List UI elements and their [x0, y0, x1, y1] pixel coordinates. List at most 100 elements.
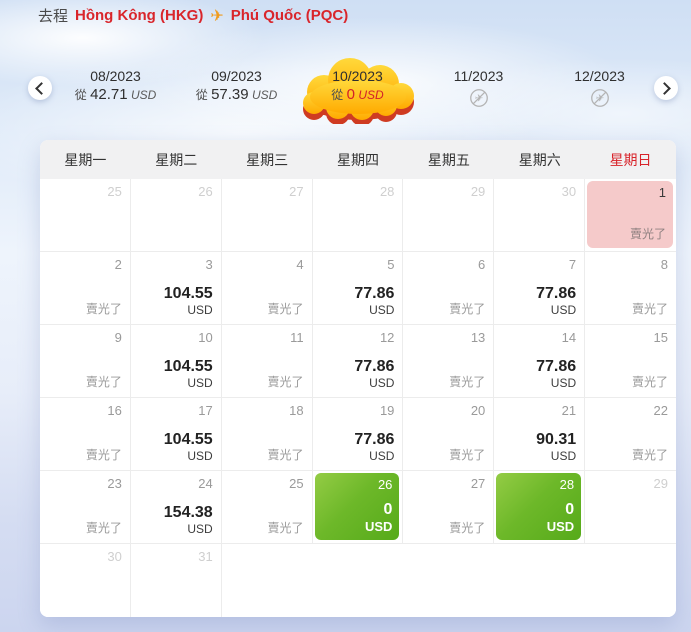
- soldout-day-tile: 1 賣光了: [587, 181, 673, 248]
- calendar-day-cell[interactable]: 24 154.38 USD: [130, 471, 222, 544]
- calendar-day-cell: 23 賣光了: [40, 471, 131, 544]
- cloud-highlight: [302, 58, 414, 124]
- day-number: 12: [379, 330, 395, 345]
- chevron-left-icon: [35, 81, 48, 95]
- day-number: 30: [107, 549, 122, 564]
- weekday-thu: 星期四: [336, 151, 379, 168]
- calendar-day-cell: 4 賣光了: [221, 252, 313, 325]
- fare-amount: 77.86: [354, 358, 395, 376]
- weekday-sun: 星期日: [609, 151, 652, 168]
- fare-currency: USD: [187, 302, 213, 317]
- fare-price: 104.55 USD: [164, 431, 213, 463]
- fare-currency: USD: [369, 302, 395, 317]
- fare-price: 0 USD: [365, 501, 392, 534]
- fare-amount: 77.86: [536, 358, 577, 376]
- calendar-day-cell[interactable]: 21 90.31 USD: [494, 398, 586, 471]
- fare-currency: USD: [364, 518, 393, 534]
- calendar-day-cell: 9 賣光了: [40, 325, 131, 398]
- no-flight-icon: ✈: [468, 87, 490, 114]
- fare-amount: 104.55: [163, 358, 213, 376]
- available-day-tile[interactable]: 28 0 USD: [496, 473, 582, 540]
- calendar-day-cell: 26: [130, 179, 222, 252]
- fare-price: 77.86 USD: [354, 285, 394, 317]
- fare-price: 77.86 USD: [536, 358, 576, 390]
- sold-out-label: 賣光了: [85, 448, 122, 462]
- calendar-day-cell[interactable]: 12 77.86 USD: [312, 325, 404, 398]
- fare-currency: USD: [369, 448, 395, 463]
- next-month-button[interactable]: [654, 76, 678, 100]
- month-price-currency: USD: [251, 88, 278, 102]
- month-label: 11/2023: [453, 68, 504, 84]
- chevron-right-icon: [658, 81, 671, 95]
- sold-out-label: 賣光了: [449, 448, 486, 462]
- no-flight-icon: ✈: [589, 87, 611, 114]
- day-number: 26: [377, 477, 393, 492]
- day-number: 25: [107, 184, 122, 199]
- prev-month-button[interactable]: [28, 76, 52, 100]
- weekday-header-row: 星期一 星期二 星期三 星期四 星期五 星期六 星期日: [40, 140, 676, 179]
- calendar-day-cell: 8 賣光了: [585, 252, 676, 325]
- month-tab-0[interactable]: 08/2023 從 42.71 USD: [55, 58, 176, 122]
- weekday-fri: 星期五: [427, 151, 470, 168]
- fare-price: 104.55 USD: [164, 358, 213, 390]
- month-price: 從 0 USD: [297, 85, 418, 105]
- day-number: 30: [561, 184, 577, 199]
- calendar-day-cell[interactable]: 14 77.86 USD: [494, 325, 586, 398]
- calendar-day-cell: 6 賣光了: [403, 252, 495, 325]
- month-tab-3[interactable]: 11/2023 ✈: [418, 58, 539, 122]
- day-number: 8: [660, 257, 668, 272]
- calendar-day-cell[interactable]: 28 0 USD: [494, 471, 586, 544]
- day-number: 5: [387, 257, 395, 272]
- calendar-day-cell[interactable]: 26 0 USD: [312, 471, 404, 544]
- day-number: 25: [289, 476, 304, 491]
- day-number: 9: [114, 330, 122, 345]
- fare-currency: USD: [187, 521, 213, 536]
- day-number: 14: [561, 330, 577, 345]
- month-tab-2-selected[interactable]: 10/2023 從 0 USD: [297, 58, 418, 124]
- calendar-day-cell: 30: [494, 179, 586, 252]
- calendar-day-cell: 11 賣光了: [221, 325, 313, 398]
- fare-currency: USD: [369, 375, 395, 390]
- day-number: 27: [470, 476, 486, 491]
- fare-currency: USD: [550, 448, 577, 463]
- month-tab-4[interactable]: 12/2023 ✈: [539, 58, 660, 122]
- calendar-day-cell[interactable]: 5 77.86 USD: [312, 252, 404, 325]
- calendar-day-cell: 31: [130, 544, 222, 617]
- calendar-day-cell: 27: [221, 179, 313, 252]
- day-number: 6: [478, 257, 486, 272]
- calendar-day-cell: 25 賣光了: [221, 471, 313, 544]
- day-number: 26: [198, 184, 213, 199]
- calendar-day-cell: 18 賣光了: [221, 398, 313, 471]
- calendar-day-cell: 29: [585, 471, 676, 544]
- fare-price: 77.86 USD: [536, 285, 576, 317]
- calendar-day-cell[interactable]: 7 77.86 USD: [494, 252, 586, 325]
- fare-amount: 154.38: [163, 504, 213, 522]
- sold-out-label: 賣光了: [449, 521, 486, 535]
- month-label: 12/2023: [574, 68, 625, 84]
- fare-price: 104.55 USD: [164, 285, 213, 317]
- calendar-day-cell[interactable]: 3 104.55 USD: [130, 252, 222, 325]
- day-number: 2: [114, 257, 122, 272]
- fare-amount: 104.55: [163, 431, 213, 449]
- fare-price: 154.38 USD: [164, 504, 213, 536]
- month-label: 08/2023: [90, 68, 141, 84]
- day-number: 7: [568, 257, 577, 272]
- calendar-day-cell: 30: [40, 544, 131, 617]
- destination-city: Phú Quốc (PQC): [230, 7, 349, 24]
- month-price-currency: USD: [358, 88, 384, 102]
- calendar-day-cell[interactable]: 10 104.55 USD: [130, 325, 222, 398]
- day-number: 23: [107, 476, 122, 491]
- day-number: 20: [470, 403, 486, 418]
- calendar-day-cell[interactable]: 17 104.55 USD: [130, 398, 222, 471]
- origin-city: Hồng Kông (HKG): [75, 7, 204, 24]
- month-price-amount: 0: [346, 86, 355, 103]
- weekday-wed: 星期三: [246, 151, 289, 168]
- day-number: 18: [289, 403, 304, 418]
- calendar-day-cell: 20 賣光了: [403, 398, 495, 471]
- day-number: 10: [198, 330, 213, 345]
- calendar-day-cell[interactable]: 19 77.86 USD: [312, 398, 404, 471]
- available-day-tile[interactable]: 26 0 USD: [314, 473, 400, 540]
- month-tab-1[interactable]: 09/2023 從 57.39 USD: [176, 58, 297, 122]
- day-number: 17: [198, 403, 213, 418]
- day-number: 22: [653, 403, 668, 418]
